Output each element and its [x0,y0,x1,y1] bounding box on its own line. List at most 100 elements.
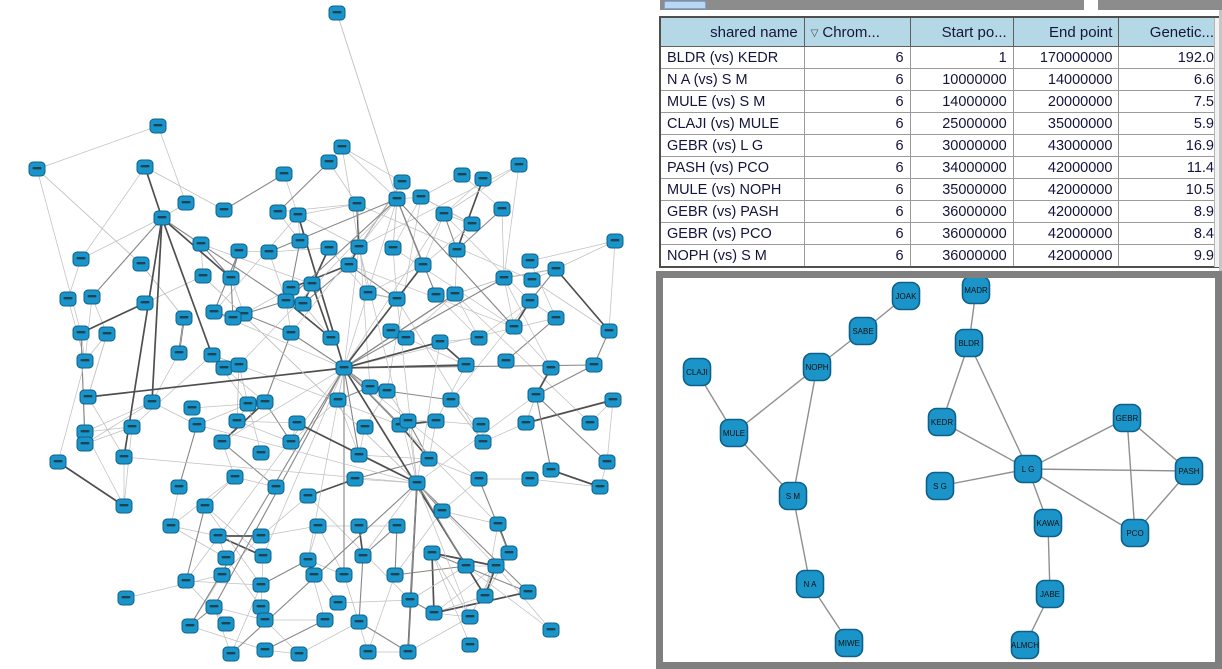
table-cell[interactable]: 6.6 [1118,68,1222,91]
table-cell[interactable]: 42000000 [1012,178,1120,201]
table-cell[interactable]: 8.9 [1118,200,1222,223]
network-node[interactable] [457,558,475,574]
network-view-subnetwork[interactable]: JOAK MADR SABE NOPH CLAJI BLDR MULE KEDR GEBR L G… [656,271,1222,669]
network-edge[interactable] [792,495,811,585]
network-node[interactable] [600,323,618,339]
table-cell[interactable]: 6 [803,134,911,157]
network-node[interactable] [132,256,150,272]
table-cell[interactable]: 11.4 [1118,156,1222,179]
node-kedr[interactable]: KEDR [927,407,957,437]
network-node[interactable] [431,334,449,350]
network-node[interactable] [386,567,404,583]
network-node[interactable] [463,216,481,232]
network-node[interactable] [399,644,417,660]
network-node[interactable] [542,360,560,376]
table-cell[interactable]: 42000000 [1012,200,1120,223]
node-joak[interactable]: JOAK [891,281,921,311]
network-node[interactable] [346,471,364,487]
network-node[interactable] [170,345,188,361]
table-cell[interactable]: 36000000 [909,222,1014,245]
table-cell[interactable]: 6 [803,68,911,91]
network-node[interactable] [215,202,233,218]
node-claji[interactable]: CLAJI [682,357,712,387]
table-cell[interactable]: 35000000 [909,178,1014,201]
network-node[interactable] [470,330,488,346]
table-cell[interactable]: MULE (vs) NOPH [659,178,805,201]
network-node[interactable] [59,291,77,307]
network-node[interactable] [175,310,193,326]
network-node[interactable] [457,357,475,373]
network-node[interactable] [350,518,368,534]
table-row[interactable]: PASH (vs) PCO 6 34000000 42000000 11.4 [659,156,1222,179]
network-node[interactable] [267,479,285,495]
network-node[interactable] [203,347,221,363]
network-node[interactable] [350,447,368,463]
table-cell[interactable]: N A (vs) S M [659,68,805,91]
network-node[interactable] [282,325,300,341]
node-noph[interactable]: NOPH [802,352,832,382]
network-node[interactable] [72,251,90,267]
network-node[interactable] [188,417,206,433]
network-node[interactable] [256,642,274,658]
table-cell[interactable]: 34000000 [909,156,1014,179]
table-cell[interactable]: 36000000 [909,200,1014,223]
network-node[interactable] [230,357,248,373]
table-row[interactable]: CLAJI (vs) MULE 6 25000000 35000000 5.9 [659,112,1222,135]
network-node[interactable] [275,166,293,182]
network-edge[interactable] [941,421,1029,470]
network-node[interactable] [217,616,235,632]
network-node[interactable] [83,289,101,305]
network-edge[interactable] [1027,417,1128,470]
network-node[interactable] [228,413,246,429]
network-node[interactable] [495,270,513,286]
network-node[interactable] [224,310,242,326]
network-node[interactable] [523,272,541,288]
network-node[interactable] [581,415,599,431]
table-cell[interactable]: 6 [803,178,911,201]
table-row[interactable]: NOPH (vs) S M 6 36000000 42000000 9.9 [659,244,1222,268]
network-node[interactable] [348,196,366,212]
network-node[interactable] [412,189,430,205]
network-node[interactable] [294,296,312,312]
network-node[interactable] [205,599,223,615]
table-cell[interactable]: 30000000 [909,134,1014,157]
network-node[interactable] [442,392,460,408]
network-node[interactable] [356,419,374,435]
node-n-a[interactable]: N A [795,569,825,599]
network-node[interactable] [305,567,323,583]
table-cell[interactable]: MULE (vs) S M [659,90,805,113]
network-node[interactable] [388,518,406,534]
network-node[interactable] [72,325,90,341]
network-node[interactable] [291,233,309,249]
network-node[interactable] [425,605,443,621]
column-header[interactable]: End point [1012,16,1120,47]
network-node[interactable] [277,293,295,309]
network-node[interactable] [76,353,94,369]
table-cell[interactable]: 10000000 [909,68,1014,91]
network-node[interactable] [215,360,233,376]
network-node[interactable] [542,462,560,478]
column-header[interactable]: Start po... [909,16,1014,47]
network-node[interactable] [213,567,231,583]
network-node[interactable] [329,595,347,611]
node-l-g[interactable]: L G [1013,454,1043,484]
network-node[interactable] [98,326,116,342]
table-cell[interactable]: 5.9 [1118,112,1222,135]
table-cell[interactable]: 6 [803,222,911,245]
network-node[interactable] [194,268,212,284]
network-edge[interactable] [733,366,818,434]
network-node[interactable] [453,167,471,183]
network-node[interactable] [329,392,347,408]
node-s-m[interactable]: S M [778,481,808,511]
network-node[interactable] [289,207,307,223]
network-node[interactable] [115,498,133,514]
network-node[interactable] [76,436,94,452]
network-node[interactable] [510,157,528,173]
network-node[interactable] [521,253,539,269]
table-cell[interactable]: 35000000 [1012,112,1120,135]
network-node[interactable] [521,471,539,487]
network-node[interactable] [252,445,270,461]
network-node[interactable] [470,471,488,487]
table-row[interactable]: GEBR (vs) PCO 6 36000000 42000000 8.4 [659,222,1222,245]
network-node[interactable] [181,618,199,634]
